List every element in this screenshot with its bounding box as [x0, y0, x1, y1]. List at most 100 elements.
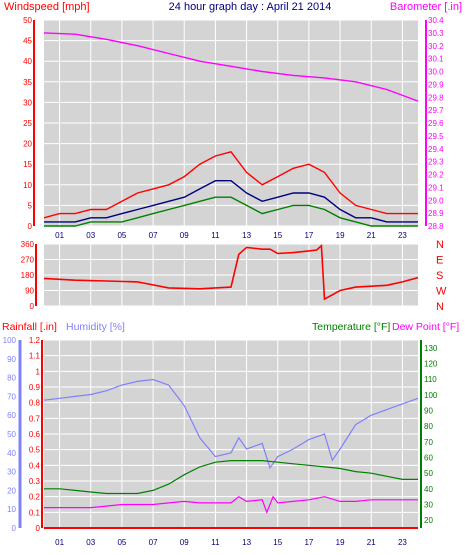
rainfall-tick-label: 0.5 [29, 446, 41, 455]
windspeed-tick-label: 35 [23, 78, 32, 87]
env-x-tick-label: 19 [336, 538, 345, 547]
windspeed-tick-label: 30 [23, 98, 32, 107]
barometer-tick-label: 30.4 [428, 16, 444, 25]
humidity-line [43, 378, 419, 470]
barometer-tick-label: 29.9 [428, 80, 444, 89]
barometer-tick-label: 29.3 [428, 158, 444, 167]
barometer-tick-label: 29.2 [428, 171, 444, 180]
barometer-tick-label: 29.6 [428, 119, 444, 128]
windspeed-tick-label: 20 [23, 140, 32, 149]
temperature-tick-label: 130 [424, 344, 438, 353]
temperature-line [44, 460, 418, 495]
direction-tick-label: 270 [21, 256, 35, 265]
rainfall-tick-label: 0.7 [29, 414, 41, 423]
temperature-tick-label: 110 [424, 375, 437, 384]
env-x-tick-label: 11 [211, 538, 220, 547]
humidity-tick-label: 70 [7, 392, 16, 401]
rainfall-tick-label: 0.8 [29, 399, 41, 408]
direction-tick-label: 180 [21, 271, 35, 280]
temperature-tick-label: 90 [424, 407, 433, 416]
temperature-tick-label: 60 [424, 454, 433, 463]
wind-direction-line [43, 243, 419, 301]
wind-x-tick-label: 05 [117, 231, 126, 240]
rainfall-tick-label: 0 [36, 524, 41, 533]
env-x-tick-label: 13 [242, 538, 251, 547]
env-x-tick-label: 17 [304, 538, 313, 547]
barometer-tick-label: 30.3 [428, 29, 444, 38]
series-lines [43, 32, 419, 529]
direction-tick-label: 360 [21, 240, 35, 249]
barometer-tick-label: 28.8 [428, 222, 444, 231]
rainfall-tick-label: 0.3 [29, 477, 41, 486]
rainfall-tick-label: 0.6 [29, 430, 41, 439]
humidity-tick-label: 10 [7, 505, 16, 514]
wind-x-tick-label: 19 [336, 231, 345, 240]
wind-x-tick-label: 21 [367, 231, 376, 240]
env-x-tick-label: 03 [86, 538, 95, 547]
compass-label: N [436, 239, 444, 251]
rainfall-tick-label: 0.2 [29, 493, 41, 502]
temperature-tick-label: 70 [424, 438, 433, 447]
barometer-tick-label: 29.4 [428, 145, 444, 154]
temperature-tick-label: 80 [424, 422, 433, 431]
compass-label: S [436, 270, 443, 282]
windspeed-axis-label: Windspeed [mph] [4, 1, 90, 13]
temperature-tick-label: 30 [424, 501, 433, 510]
dewpoint-axis-label: Dew Point [°F] [392, 321, 459, 333]
barometer-tick-label: 29.7 [428, 106, 444, 115]
windspeed-avg-line [44, 179, 418, 223]
humidity-tick-label: 50 [7, 430, 16, 439]
windspeed-gust-line [43, 151, 418, 219]
wind-x-tick-label: 15 [273, 231, 282, 240]
windspeed-tick-label: 15 [23, 160, 32, 169]
barometer-axis-label: Barometer [.in] [390, 1, 462, 13]
temperature-axis-label: Temperature [°F] [312, 321, 390, 333]
wind-x-tick-label: 09 [180, 231, 189, 240]
temperature-tick-label: 20 [424, 516, 433, 525]
env-x-tick-label: 15 [273, 538, 282, 547]
windspeed-tick-label: 0 [28, 222, 33, 231]
humidity-tick-label: 90 [7, 355, 16, 364]
grid-lines [44, 19, 418, 529]
temperature-tick-label: 50 [424, 469, 433, 478]
compass-label: E [436, 255, 443, 267]
barometer-tick-label: 30.2 [428, 42, 444, 51]
windspeed-tick-label: 10 [23, 181, 32, 190]
direction-tick-label: 0 [30, 302, 35, 311]
humidity-tick-label: 80 [7, 374, 16, 383]
wind-x-tick-label: 17 [304, 231, 313, 240]
rainfall-tick-label: 1.2 [29, 336, 41, 345]
env-x-tick-label: 05 [117, 538, 126, 547]
temperature-tick-label: 120 [424, 360, 438, 369]
barometer-tick-label: 28.9 [428, 209, 444, 218]
compass-label: N [436, 301, 444, 313]
chart-title: 24 hour graph day : April 21 2014 [169, 1, 332, 13]
env-x-tick-label: 23 [398, 538, 407, 547]
windspeed-tick-label: 50 [23, 16, 32, 25]
wind-x-tick-label: 03 [86, 231, 95, 240]
humidity-tick-label: 100 [3, 336, 17, 345]
rainfall-axis-label: Rainfall [.in] [2, 321, 57, 333]
humidity-tick-label: 30 [7, 468, 16, 477]
direction-tick-label: 90 [25, 287, 34, 296]
windspeed-min-line [44, 196, 418, 227]
windspeed-tick-label: 5 [28, 201, 33, 210]
rainfall-tick-label: 1 [36, 367, 41, 376]
dew-point-line [44, 495, 418, 514]
env-x-tick-label: 09 [180, 538, 189, 547]
wind-x-tick-label: 07 [149, 231, 158, 240]
humidity-axis-label: Humidity [%] [66, 321, 125, 333]
barometer-tick-label: 29.0 [428, 196, 444, 205]
env-x-tick-label: 01 [55, 538, 64, 547]
compass-label: W [436, 286, 447, 298]
humidity-tick-label: 0 [12, 524, 17, 533]
wind-x-tick-label: 13 [242, 231, 251, 240]
temperature-tick-label: 100 [424, 391, 438, 400]
barometer-tick-label: 29.1 [428, 183, 444, 192]
rainfall-tick-label: 0.4 [29, 461, 41, 470]
wind-x-tick-label: 01 [55, 231, 64, 240]
rainfall-tick-label: 1.1 [29, 352, 41, 361]
humidity-tick-label: 40 [7, 449, 16, 458]
temperature-tick-label: 40 [424, 485, 433, 494]
